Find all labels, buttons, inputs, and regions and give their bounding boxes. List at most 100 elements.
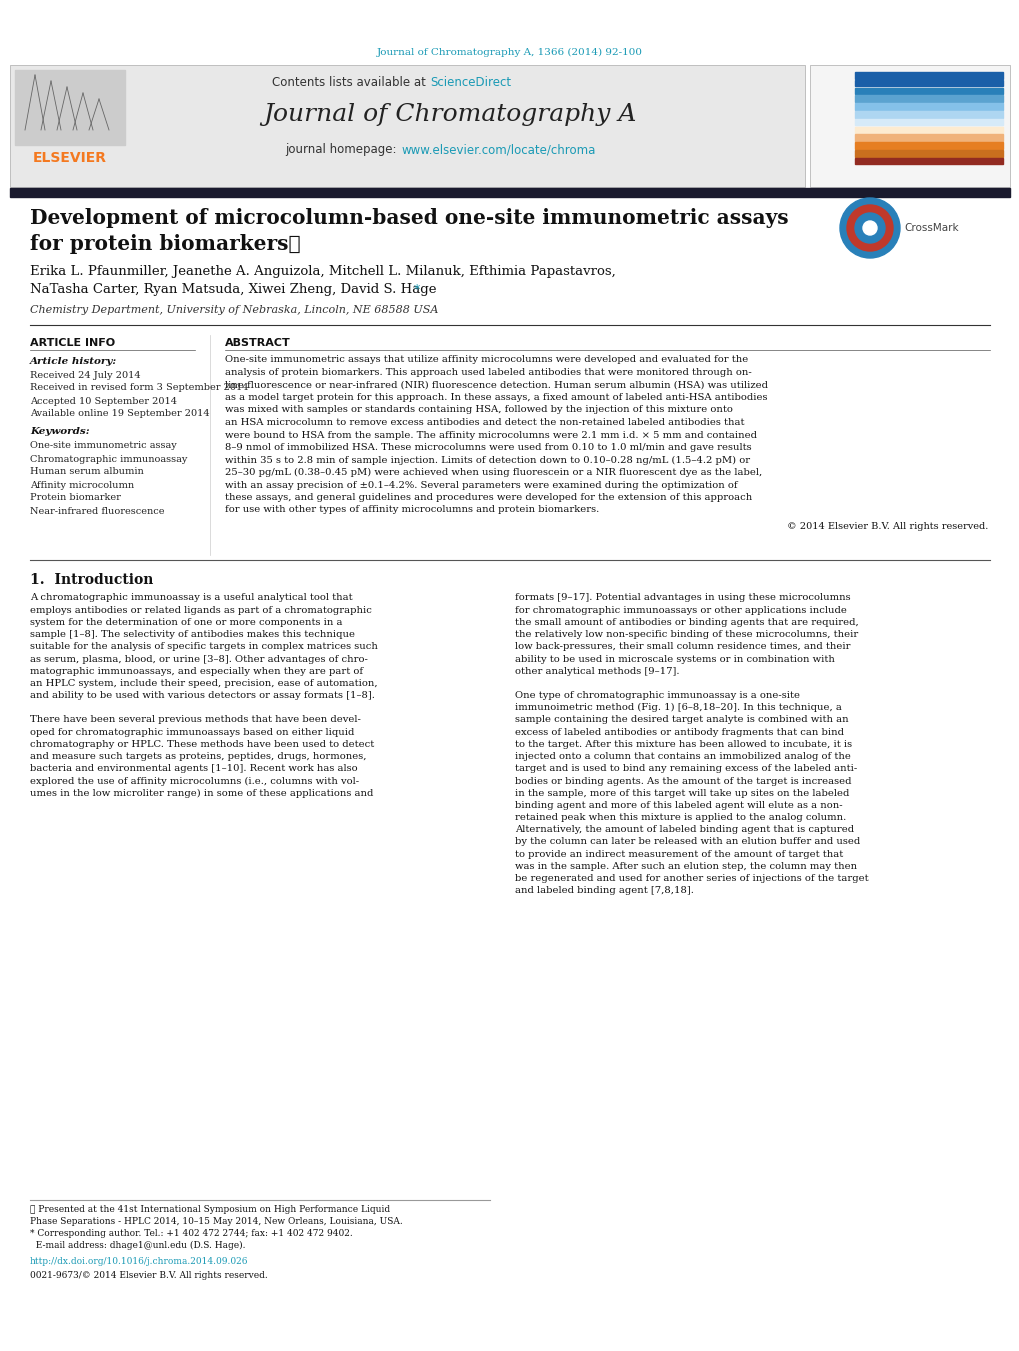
Bar [854,142,1002,149]
Bar [854,88,1002,95]
Text: Near-infrared fluorescence: Near-infrared fluorescence [30,507,164,516]
Text: and measure such targets as proteins, peptides, drugs, hormones,: and measure such targets as proteins, pe… [30,753,366,761]
Text: as a model target protein for this approach. In these assays, a fixed amount of : as a model target protein for this appro… [225,393,766,403]
Text: Accepted 10 September 2014: Accepted 10 September 2014 [30,396,177,405]
Text: line fluorescence or near-infrared (NIR) fluorescence detection. Human serum alb: line fluorescence or near-infrared (NIR)… [225,381,767,389]
Text: with an assay precision of ±0.1–4.2%. Several parameters were examined during th: with an assay precision of ±0.1–4.2%. Se… [225,481,737,489]
Text: matographic immunoassays, and especially when they are part of: matographic immunoassays, and especially… [30,666,363,676]
Text: in the sample, more of this target will take up sites on the labeled: in the sample, more of this target will … [515,789,849,797]
Text: to the target. After this mixture has been allowed to incubate, it is: to the target. After this mixture has be… [515,740,851,748]
Text: low back-pressures, their small column residence times, and their: low back-pressures, their small column r… [515,642,850,651]
Text: bacteria and environmental agents [1–10]. Recent work has also: bacteria and environmental agents [1–10]… [30,765,358,773]
Text: Received in revised form 3 September 2014: Received in revised form 3 September 201… [30,384,249,393]
Bar [854,72,1002,78]
Text: Available online 19 September 2014: Available online 19 September 2014 [30,409,210,419]
Text: Journal of Chromatography A: Journal of Chromatography A [263,104,636,127]
Text: the relatively low non-specific binding of these microcolumns, their: the relatively low non-specific binding … [515,630,857,639]
Text: 1.  Introduction: 1. Introduction [30,573,153,586]
Text: ability to be used in microscale systems or in combination with: ability to be used in microscale systems… [515,654,835,663]
Circle shape [846,205,892,251]
Text: Development of microcolumn-based one-site immunometric assays: Development of microcolumn-based one-sit… [30,208,788,228]
Text: One-site immunometric assays that utilize affinity microcolumns were developed a: One-site immunometric assays that utiliz… [225,355,748,365]
Text: the small amount of antibodies or binding agents that are required,: the small amount of antibodies or bindin… [515,617,858,627]
Text: be regenerated and used for another series of injections of the target: be regenerated and used for another seri… [515,874,868,884]
Text: Affinity microcolumn: Affinity microcolumn [30,481,133,489]
Text: sample [1–8]. The selectivity of antibodies makes this technique: sample [1–8]. The selectivity of antibod… [30,630,355,639]
Text: employs antibodies or related ligands as part of a chromatographic: employs antibodies or related ligands as… [30,605,372,615]
Text: NaTasha Carter, Ryan Matsuda, Xiwei Zheng, David S. Hage: NaTasha Carter, Ryan Matsuda, Xiwei Zhen… [30,284,436,296]
Bar [854,103,1002,109]
Text: to provide an indirect measurement of the amount of target that: to provide an indirect measurement of th… [515,850,843,859]
Text: and labeled binding agent [7,8,18].: and labeled binding agent [7,8,18]. [515,886,693,896]
Text: CrossMark: CrossMark [903,223,958,232]
Bar [10,65,804,186]
Text: Human serum albumin: Human serum albumin [30,467,144,477]
Text: 25–30 pg/mL (0.38–0.45 pM) were achieved when using fluorescein or a NIR fluores: 25–30 pg/mL (0.38–0.45 pM) were achieved… [225,467,761,477]
Text: for protein biomarkers★: for protein biomarkers★ [30,234,301,254]
Text: immunoimetric method (Fig. 1) [6–8,18–20]. In this technique, a: immunoimetric method (Fig. 1) [6–8,18–20… [515,704,841,712]
Text: these assays, and general guidelines and procedures were developed for the exten: these assays, and general guidelines and… [225,493,752,503]
Text: for use with other types of affinity microcolumns and protein biomarkers.: for use with other types of affinity mic… [225,505,599,515]
Text: was in the sample. After such an elution step, the column may then: was in the sample. After such an elution… [515,862,856,871]
Text: and ability to be used with various detectors or assay formats [1–8].: and ability to be used with various dete… [30,692,375,700]
Bar [854,119,1002,126]
Text: binding agent and more of this labeled agent will elute as a non-: binding agent and more of this labeled a… [515,801,842,809]
Bar [10,188,1009,197]
Text: analysis of protein biomarkers. This approach used labeled antibodies that were : analysis of protein biomarkers. This app… [225,367,751,377]
Text: oped for chromatographic immunoassays based on either liquid: oped for chromatographic immunoassays ba… [30,728,354,736]
Text: © 2014 Elsevier B.V. All rights reserved.: © 2014 Elsevier B.V. All rights reserved… [786,521,987,531]
Bar [854,80,1002,86]
Text: bodies or binding agents. As the amount of the target is increased: bodies or binding agents. As the amount … [515,777,851,785]
Text: umes in the low microliter range) in some of these applications and: umes in the low microliter range) in som… [30,789,373,797]
Bar [809,65,1009,186]
Bar [854,96,1002,101]
Circle shape [840,199,899,258]
Text: One type of chromatographic immunoassay is a one-site: One type of chromatographic immunoassay … [515,692,799,700]
Text: Article history:: Article history: [30,357,117,366]
Text: 8–9 nmol of immobilized HSA. These microcolumns were used from 0.10 to 1.0 ml/mi: 8–9 nmol of immobilized HSA. These micro… [225,443,751,453]
Text: was mixed with samples or standards containing HSA, followed by the injection of: was mixed with samples or standards cont… [225,405,733,415]
Bar [854,150,1002,157]
Text: Chromatographic immunoassay: Chromatographic immunoassay [30,454,187,463]
Text: sample containing the desired target analyte is combined with an: sample containing the desired target ana… [515,716,848,724]
Text: within 35 s to 2.8 min of sample injection. Limits of detection down to 0.10–0.2: within 35 s to 2.8 min of sample injecti… [225,455,749,465]
Circle shape [862,222,876,235]
Text: formats [9–17]. Potential advantages in using these microcolumns: formats [9–17]. Potential advantages in … [515,593,850,603]
Text: excess of labeled antibodies or antibody fragments that can bind: excess of labeled antibodies or antibody… [515,728,843,736]
Text: injected onto a column that contains an immobilized analog of the: injected onto a column that contains an … [515,753,850,761]
Text: for chromatographic immunoassays or other applications include: for chromatographic immunoassays or othe… [515,605,846,615]
Text: Alternatively, the amount of labeled binding agent that is captured: Alternatively, the amount of labeled bin… [515,825,853,835]
Text: ELSEVIER: ELSEVIER [33,151,107,165]
Text: journal homepage:: journal homepage: [284,143,399,157]
Bar [854,111,1002,118]
Text: retained peak when this mixture is applied to the analog column.: retained peak when this mixture is appli… [515,813,846,823]
Text: One-site immunometric assay: One-site immunometric assay [30,442,176,450]
Text: There have been several previous methods that have been devel-: There have been several previous methods… [30,716,361,724]
Text: suitable for the analysis of specific targets in complex matrices such: suitable for the analysis of specific ta… [30,642,377,651]
Text: Journal of Chromatography A, 1366 (2014) 92-100: Journal of Chromatography A, 1366 (2014)… [377,47,642,57]
Text: ★ Presented at the 41st International Symposium on High Performance Liquid: ★ Presented at the 41st International Sy… [30,1205,389,1215]
Text: Erika L. Pfaunmiller, Jeanethe A. Anguizola, Mitchell L. Milanuk, Efthimia Papas: Erika L. Pfaunmiller, Jeanethe A. Anguiz… [30,266,615,278]
Text: http://dx.doi.org/10.1016/j.chroma.2014.09.026: http://dx.doi.org/10.1016/j.chroma.2014.… [30,1258,249,1266]
Text: ARTICLE INFO: ARTICLE INFO [30,338,115,349]
Text: explored the use of affinity microcolumns (i.e., columns with vol-: explored the use of affinity microcolumn… [30,777,359,785]
Text: A chromatographic immunoassay is a useful analytical tool that: A chromatographic immunoassay is a usefu… [30,593,353,603]
Text: Keywords:: Keywords: [30,427,90,436]
Text: were bound to HSA from the sample. The affinity microcolumns were 2.1 mm i.d. × : were bound to HSA from the sample. The a… [225,431,756,439]
Text: chromatography or HPLC. These methods have been used to detect: chromatography or HPLC. These methods ha… [30,740,374,748]
Text: Contents lists available at: Contents lists available at [272,77,430,89]
Text: system for the determination of one or more components in a: system for the determination of one or m… [30,617,342,627]
Bar [854,158,1002,165]
Bar [854,134,1002,141]
Text: Chemistry Department, University of Nebraska, Lincoln, NE 68588 USA: Chemistry Department, University of Nebr… [30,305,438,315]
Text: an HSA microcolumn to remove excess antibodies and detect the non-retained label: an HSA microcolumn to remove excess anti… [225,417,744,427]
Text: an HPLC system, include their speed, precision, ease of automation,: an HPLC system, include their speed, pre… [30,680,377,688]
Text: by the column can later be released with an elution buffer and used: by the column can later be released with… [515,838,859,847]
Text: Received 24 July 2014: Received 24 July 2014 [30,370,141,380]
Text: other analytical methods [9–17].: other analytical methods [9–17]. [515,666,679,676]
Text: target and is used to bind any remaining excess of the labeled anti-: target and is used to bind any remaining… [515,765,856,773]
Text: Protein biomarker: Protein biomarker [30,493,121,503]
Text: ABSTRACT: ABSTRACT [225,338,290,349]
Text: www.elsevier.com/locate/chroma: www.elsevier.com/locate/chroma [401,143,596,157]
Text: Phase Separations - HPLC 2014, 10–15 May 2014, New Orleans, Louisiana, USA.: Phase Separations - HPLC 2014, 10–15 May… [30,1216,403,1225]
